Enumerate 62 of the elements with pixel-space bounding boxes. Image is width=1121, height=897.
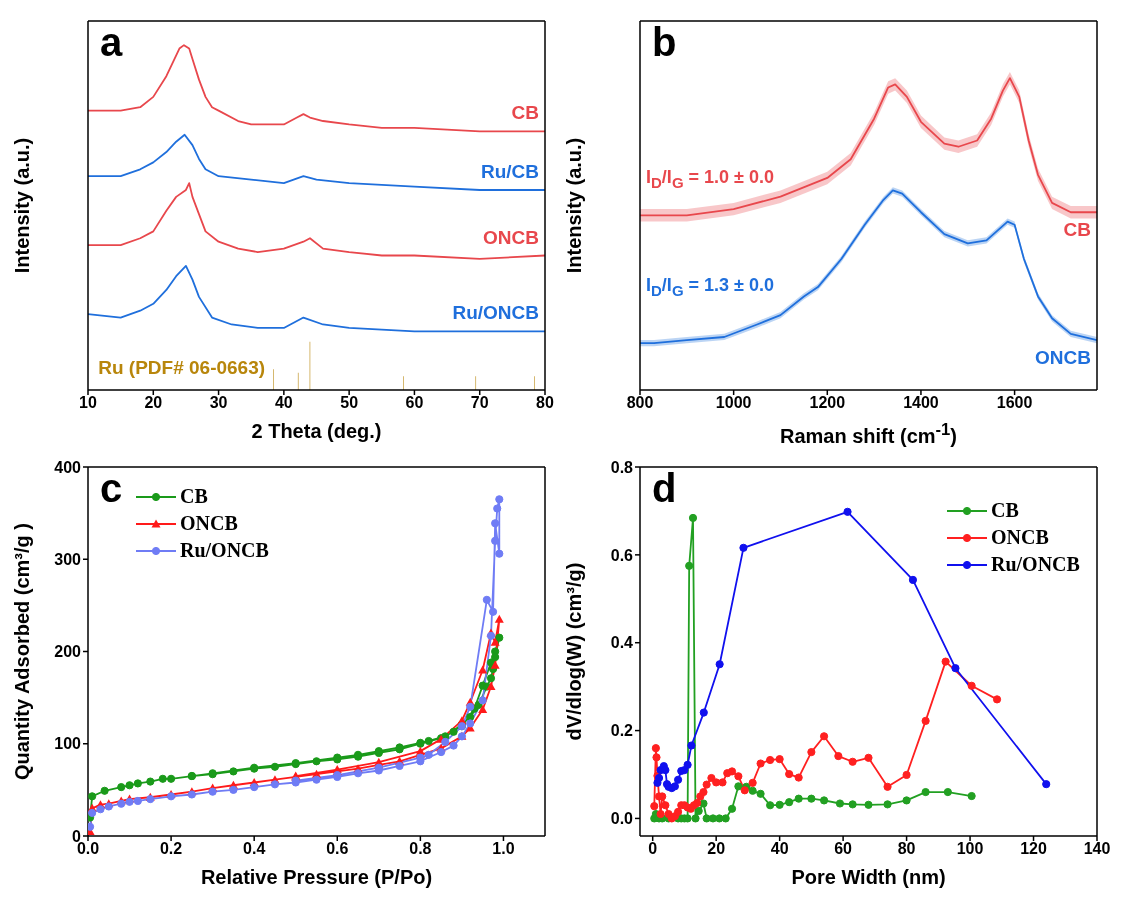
x-tick-label: 30 [209, 394, 228, 412]
x-axis-title: Pore Width (nm) [790, 866, 947, 889]
annotation: I$_{D}$/I$_{G}$ = 1.0 ± 0.0 [646, 167, 774, 191]
x-axis-title: Relative Pressure (P/Po) [199, 866, 434, 889]
x-tick-label: 1000 [715, 394, 752, 412]
x-tick-label: 20 [707, 840, 726, 858]
x-tick-label: 0.8 [409, 840, 432, 858]
x-tick-label: 0 [648, 840, 658, 858]
x-tick-label: 1200 [809, 394, 846, 412]
x-tick-label: 80 [897, 840, 916, 858]
x-tick-label: 60 [834, 840, 853, 858]
series-label: ONCB [483, 226, 539, 248]
x-tick-label: 20 [144, 394, 163, 412]
legend-label: Ru/ONCB [991, 553, 1080, 576]
x-tick-label: 10 [79, 394, 97, 412]
x-tick-label: 50 [340, 394, 359, 412]
y-tick-label: 0.2 [610, 722, 634, 740]
x-tick-label: 40 [770, 840, 789, 858]
annotation: d [652, 466, 677, 510]
y-tick-label: 400 [54, 458, 82, 476]
y-tick-label: 200 [54, 643, 82, 661]
series-label: Ru/ONCB [452, 302, 539, 324]
legend-label: ONCB [991, 526, 1049, 549]
legend-label: CB [991, 499, 1019, 522]
x-tick-label: 40 [274, 394, 293, 412]
x-tick-label: 100 [956, 840, 984, 858]
y-tick-label: 0.6 [610, 546, 634, 564]
x-tick-label: 80 [536, 394, 554, 412]
x-tick-label: 0.6 [326, 840, 349, 858]
annotation: I$_{D}$/I$_{G}$ = 1.3 ± 0.0 [646, 275, 774, 299]
x-tick-label: 1600 [996, 394, 1033, 412]
y-axis-title: dV/dlog(W) (cm³/g) [562, 561, 586, 742]
y-tick-label: 0.8 [610, 458, 634, 476]
x-axis-title: Raman shift (cm$^{-1}$) [778, 420, 959, 448]
y-tick-label: 0.4 [610, 634, 634, 652]
series-label: Ru (PDF# 06-0663) [98, 357, 266, 378]
y-axis-title: Intensity (a.u.) [562, 136, 586, 275]
series-label: Ru/CB [480, 160, 539, 182]
y-tick-label: 300 [54, 550, 82, 568]
x-tick-label: 0.2 [159, 840, 183, 858]
series-label: ONCB [1035, 347, 1091, 369]
legend-label: Ru/ONCB [180, 539, 269, 562]
x-tick-label: 0.4 [243, 840, 266, 858]
annotation: a [100, 20, 123, 64]
legend-label: ONCB [180, 512, 238, 535]
series-label: CB [511, 102, 539, 124]
annotation: c [100, 466, 123, 510]
y-tick-label: 100 [54, 735, 82, 753]
x-tick-label: 1400 [903, 394, 939, 412]
x-tick-label: 70 [470, 394, 489, 412]
x-tick-label: 800 [626, 394, 654, 412]
y-axis-title: Intensity (a.u.) [10, 136, 34, 275]
y-axis-title: Quantity Adsorbed (cm³/g ) [10, 521, 34, 782]
series-label: CB [1063, 219, 1091, 241]
x-axis-title: 2 Theta (deg.) [250, 420, 383, 443]
y-tick-label: 0.0 [610, 810, 634, 828]
x-tick-label: 60 [405, 394, 424, 412]
x-tick-label: 1.0 [492, 840, 515, 858]
legend-label: CB [180, 485, 208, 508]
x-tick-label: 120 [1020, 840, 1047, 858]
text: b [652, 20, 677, 64]
x-tick-label: 140 [1083, 840, 1111, 858]
